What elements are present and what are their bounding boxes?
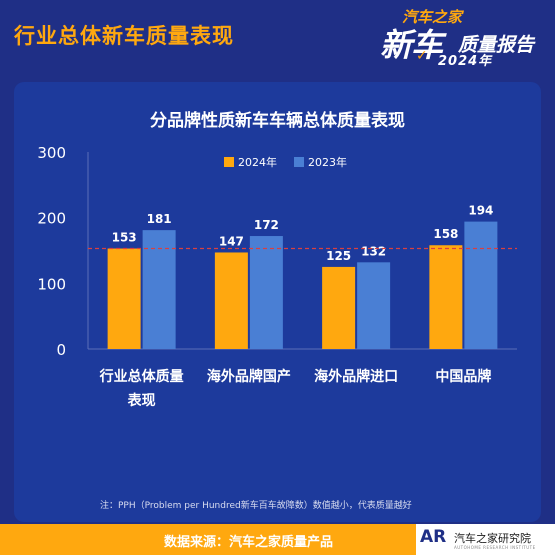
- page-title: 行业总体新车质量表现: [14, 24, 234, 48]
- data-label: 125: [326, 249, 351, 263]
- y-tick-label: 200: [37, 210, 66, 228]
- bar-2024: [322, 266, 356, 349]
- y-tick-label: 100: [37, 275, 66, 293]
- x-tick-label: 海外品牌进口: [314, 368, 398, 385]
- bar-2024: [429, 245, 463, 349]
- research-subtitle: AUTOHOME RESEARCH INSTITUTE: [454, 545, 536, 550]
- legend-item-2023: 2023年: [294, 154, 347, 170]
- legend-swatch-2024: [224, 157, 234, 167]
- x-tick-label: 行业总体质量: [99, 368, 184, 385]
- research-logo-icon: AR: [420, 527, 447, 547]
- footnote: 注：PPH（Problem per Hundred新车百车故障数）数值越小，代表…: [100, 501, 412, 511]
- bar-2023: [249, 236, 283, 349]
- x-tick-label: 海外品牌国产: [207, 368, 291, 385]
- logo-brand: 汽车之家: [402, 8, 463, 26]
- data-label: 194: [468, 204, 493, 218]
- legend-label-2023: 2023年: [308, 156, 347, 169]
- logo-new-car: 新车: [380, 26, 443, 64]
- legend-swatch-2023: [294, 157, 304, 167]
- legend-item-2024: 2024年: [224, 154, 277, 170]
- research-name: 汽车之家研究院: [454, 532, 531, 545]
- research-institute-badge: AR 汽车之家研究院 AUTOHOME RESEARCH INSTITUTE: [416, 524, 555, 555]
- logo-quality-report: 质量报告: [458, 34, 535, 56]
- x-tick-label: 表现: [127, 392, 156, 409]
- data-label: 153: [112, 231, 137, 245]
- bar-2024: [214, 252, 248, 349]
- check-icon: ✓: [416, 48, 428, 64]
- data-label: 181: [147, 212, 172, 226]
- legend-label-2024: 2024年: [238, 156, 277, 169]
- bar-2023: [357, 262, 391, 349]
- report-logo: 汽车之家 新车 质量报告 ✓ 2024年: [380, 6, 550, 70]
- bar-2023: [464, 221, 498, 349]
- data-label: 132: [361, 244, 386, 258]
- data-label: 147: [219, 234, 244, 248]
- bar-2023: [142, 230, 176, 349]
- x-tick-label: 中国品牌: [435, 368, 491, 385]
- data-label: 172: [254, 218, 279, 232]
- logo-year: 2024年: [438, 54, 493, 69]
- chart-title: 分品牌性质新车车辆总体质量表现: [150, 111, 405, 131]
- y-tick-label: 300: [37, 144, 66, 162]
- data-source: 数据来源：汽车之家质量产品: [164, 535, 334, 550]
- y-tick-label: 0: [56, 341, 66, 359]
- data-label: 158: [433, 227, 458, 241]
- bar-2024: [107, 248, 141, 349]
